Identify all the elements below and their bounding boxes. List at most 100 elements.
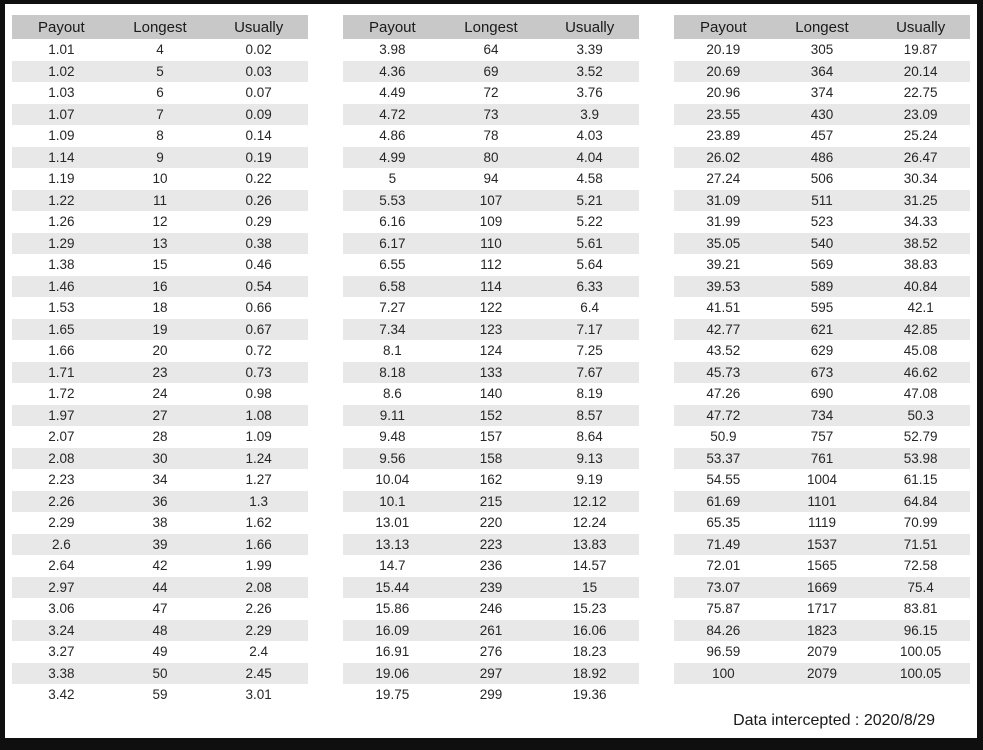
cell: 0.29 — [245, 214, 272, 230]
cell: 59 — [152, 687, 168, 703]
cell: 1.53 — [48, 300, 75, 316]
table-row: 73.07 1669 75.4 — [674, 576, 970, 598]
table-row: 2.23 34 1.27 — [12, 469, 308, 491]
table-row: 8.18 133 7.67 — [343, 361, 639, 383]
table-row: 1.46 16 0.54 — [12, 275, 308, 297]
cell: 100.05 — [900, 644, 942, 660]
cell: 42.85 — [871, 318, 970, 340]
table-row: 3.06 47 2.26 — [12, 598, 308, 620]
table-row: 65.35 1119 70.99 — [674, 512, 970, 534]
cell: 84.26 — [674, 619, 773, 641]
cell: 100 — [674, 662, 773, 684]
cell: 2.26 — [245, 601, 272, 617]
cell: 0.03 — [209, 60, 308, 82]
table-row: 15.86 246 15.23 — [343, 598, 639, 620]
table-row: 6.17 110 5.61 — [343, 232, 639, 254]
cell: 9.19 — [576, 472, 603, 488]
cell: 25.24 — [903, 128, 938, 144]
cell: 3.06 — [48, 601, 75, 617]
table-body: 1.01 4 0.02 1.02 5 0.03 1.03 6 0.07 1.07 7 0.09 1.09… — [12, 39, 308, 706]
table-row: 23.55 430 23.09 — [674, 103, 970, 125]
header-row: Payout Longest Usually — [343, 15, 639, 39]
table-row: 53.37 761 53.98 — [674, 447, 970, 469]
cell: 5.21 — [540, 189, 639, 211]
table-row: 1.66 20 0.72 — [12, 340, 308, 362]
cell: 1.97 — [12, 404, 111, 426]
cell: 3.39 — [576, 42, 603, 58]
cell: 2.97 — [12, 576, 111, 598]
cell: 0.14 — [245, 128, 272, 144]
cell: 2079 — [806, 644, 837, 660]
table-row: 1.97 27 1.08 — [12, 404, 308, 426]
cell: 123 — [441, 318, 541, 340]
cell: 27.24 — [706, 171, 741, 187]
cell: 31.25 — [871, 189, 970, 211]
cell: 7.25 — [576, 343, 603, 359]
header-row: Payout Longest Usually — [12, 15, 308, 39]
cell: 8.19 — [576, 386, 603, 402]
cell: 75.4 — [871, 576, 970, 598]
cell: 9.11 — [343, 404, 442, 426]
cell: 53.98 — [871, 447, 970, 469]
table-row: 41.51 595 42.1 — [674, 297, 970, 319]
cell: 589 — [772, 275, 872, 297]
cell: 42.77 — [674, 318, 773, 340]
table-row: 42.77 621 42.85 — [674, 318, 970, 340]
cell: 1.72 — [48, 386, 75, 402]
cell: 45.73 — [674, 361, 773, 383]
cell: 8.1 — [382, 343, 402, 359]
cell: 26.47 — [871, 146, 970, 168]
cell: 261 — [441, 619, 541, 641]
cell: 42.1 — [907, 300, 934, 316]
cell: 5.22 — [576, 214, 603, 230]
table-row: 31.99 523 34.33 — [674, 211, 970, 233]
cell: 5 — [110, 60, 210, 82]
cell: 10.04 — [375, 472, 410, 488]
cell: 158 — [441, 447, 541, 469]
cell: 140 — [479, 386, 503, 402]
table-row: 31.09 511 31.25 — [674, 189, 970, 211]
table-row: 4.72 73 3.9 — [343, 103, 639, 125]
cell: 6.4 — [580, 300, 600, 316]
table-row: 3.98 64 3.39 — [343, 39, 639, 61]
cell: 8.6 — [382, 386, 402, 402]
cell: 673 — [772, 361, 872, 383]
cell: 46.62 — [871, 361, 970, 383]
cell: 20.14 — [871, 60, 970, 82]
cell: 1.99 — [245, 558, 272, 574]
table-row: 10.04 162 9.19 — [343, 469, 639, 491]
cell: 2.08 — [12, 447, 111, 469]
cell: 1.03 — [48, 85, 75, 101]
data-intercepted-note: Data intercepted : 2020/8/29 — [733, 711, 935, 729]
cell: 220 — [479, 515, 503, 531]
cell: 1.46 — [12, 275, 111, 297]
cell: 1823 — [772, 619, 872, 641]
cell: 5.61 — [540, 232, 639, 254]
column-header-payout: Payout — [674, 15, 773, 39]
cell: 41.51 — [706, 300, 741, 316]
cell: 4.04 — [540, 146, 639, 168]
table-row: 2.97 44 2.08 — [12, 576, 308, 598]
column-header-longest: Longest — [110, 15, 210, 39]
table-row: 3.27 49 2.4 — [12, 641, 308, 663]
cell: 3.42 — [48, 687, 75, 703]
cell: 107 — [441, 189, 541, 211]
table-row: 3.38 50 2.45 — [12, 662, 308, 684]
table-row: 23.89 457 25.24 — [674, 125, 970, 147]
cell: 511 — [772, 189, 872, 211]
cell: 6.16 — [379, 214, 406, 230]
cell: 1.02 — [12, 60, 111, 82]
cell: 6 — [156, 85, 164, 101]
cell: 3.9 — [540, 103, 639, 125]
cell: 23.55 — [674, 103, 773, 125]
cell: 5.53 — [343, 189, 442, 211]
cell: 42 — [152, 558, 168, 574]
cell: 1.26 — [48, 214, 75, 230]
table-row: 7.34 123 7.17 — [343, 318, 639, 340]
cell: 23 — [110, 361, 210, 383]
cell: 100.05 — [871, 662, 970, 684]
cell: 18 — [152, 300, 168, 316]
cell: 8.64 — [576, 429, 603, 445]
cell: 19.06 — [343, 662, 442, 684]
cell: 9 — [110, 146, 210, 168]
